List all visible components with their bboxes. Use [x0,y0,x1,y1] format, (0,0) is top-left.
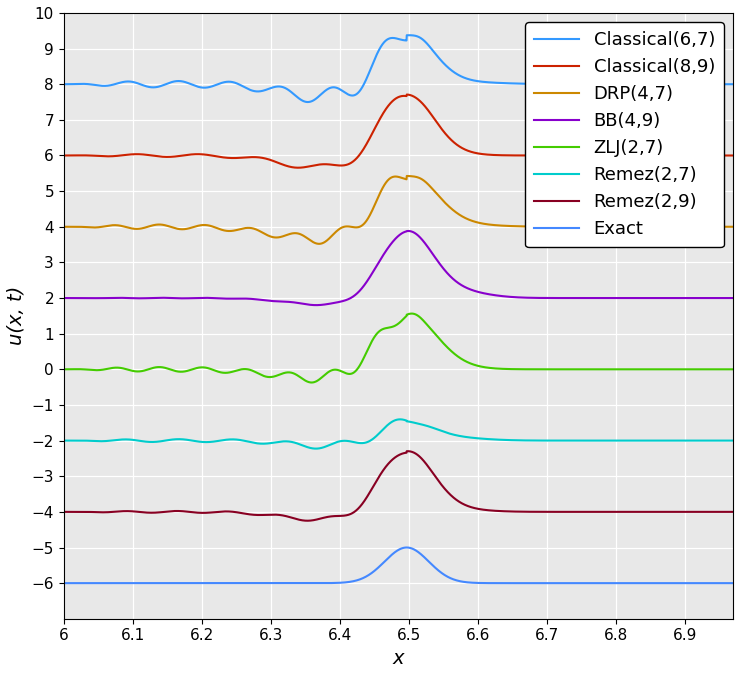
Remez(2,9) [135,508,144,516]
Remez(2,7) [396,415,405,423]
BB(4,9) [135,294,144,302]
Classical(6,7) [729,80,738,88]
Remez(2,9) [644,508,653,516]
DRP(4,7) [716,223,724,231]
Classical(6,7) [716,80,724,88]
Exact [644,579,653,587]
Remez(2,9) [303,516,312,524]
ZLJ(2,7) [316,375,325,383]
Line: BB(4,9): BB(4,9) [64,231,733,305]
Line: Remez(2,7): Remez(2,7) [64,419,733,449]
DRP(4,7) [403,172,411,180]
Line: Remez(2,9): Remez(2,9) [64,451,733,520]
DRP(4,7) [135,225,144,233]
Classical(8,9) [316,161,325,169]
Remez(2,7) [135,437,144,445]
ZLJ(2,7) [345,370,354,378]
BB(4,9) [175,294,184,302]
DRP(4,7) [59,223,68,231]
Classical(8,9) [59,151,68,159]
Line: Exact: Exact [64,547,733,583]
Classical(6,7) [303,98,312,106]
Classical(6,7) [345,91,354,99]
DRP(4,7) [729,223,738,231]
BB(4,9) [729,294,738,302]
Remez(2,7) [316,444,325,452]
Classical(8,9) [644,151,653,159]
Line: Classical(6,7): Classical(6,7) [64,35,733,102]
ZLJ(2,7) [407,310,416,318]
Remez(2,9) [345,510,354,518]
Exact [316,579,325,587]
Remez(2,9) [403,447,412,455]
Classical(8,9) [716,151,724,159]
Classical(6,7) [316,90,325,99]
Classical(8,9) [135,151,144,159]
BB(4,9) [644,294,653,302]
Remez(2,9) [729,508,738,516]
ZLJ(2,7) [59,365,68,373]
Remez(2,7) [312,445,320,453]
Exact [729,579,738,587]
Remez(2,7) [345,437,354,446]
Classical(8,9) [345,159,354,167]
BB(4,9) [716,294,724,302]
ZLJ(2,7) [716,365,724,373]
DRP(4,7) [316,240,325,248]
BB(4,9) [404,227,413,235]
Remez(2,7) [716,437,724,445]
Exact [345,578,354,586]
Classical(6,7) [135,80,144,88]
Remez(2,7) [59,437,68,445]
Classical(8,9) [729,151,738,159]
Classical(6,7) [644,80,653,88]
DRP(4,7) [345,223,354,231]
BB(4,9) [316,301,325,309]
Classical(8,9) [403,90,411,99]
Exact [59,579,68,587]
Remez(2,9) [59,508,68,516]
BB(4,9) [345,294,354,302]
X-axis label: x: x [393,649,404,668]
Classical(8,9) [294,163,303,171]
ZLJ(2,7) [644,365,653,373]
Exact [403,543,411,551]
Y-axis label: u(x, t): u(x, t) [7,286,26,346]
Remez(2,9) [716,508,724,516]
Remez(2,7) [729,437,738,445]
ZLJ(2,7) [175,368,184,376]
DRP(4,7) [175,225,184,233]
Exact [135,579,144,587]
Classical(6,7) [59,80,68,88]
Remez(2,7) [175,435,184,443]
Remez(2,7) [644,437,653,445]
Legend: Classical(6,7), Classical(8,9), DRP(4,7), BB(4,9), ZLJ(2,7), Remez(2,7), Remez(2: Classical(6,7), Classical(8,9), DRP(4,7)… [525,22,724,247]
Exact [175,579,184,587]
Line: Classical(8,9): Classical(8,9) [64,95,733,167]
Remez(2,9) [316,514,325,522]
DRP(4,7) [644,223,653,231]
Classical(8,9) [175,152,184,160]
DRP(4,7) [314,240,323,248]
BB(4,9) [312,301,320,309]
Line: ZLJ(2,7): ZLJ(2,7) [64,314,733,383]
Classical(6,7) [405,31,414,39]
Remez(2,9) [175,507,184,515]
Line: DRP(4,7): DRP(4,7) [64,176,733,244]
ZLJ(2,7) [135,367,144,375]
Exact [716,579,724,587]
BB(4,9) [59,294,68,302]
ZLJ(2,7) [307,379,316,387]
ZLJ(2,7) [729,365,738,373]
Classical(6,7) [175,77,184,85]
